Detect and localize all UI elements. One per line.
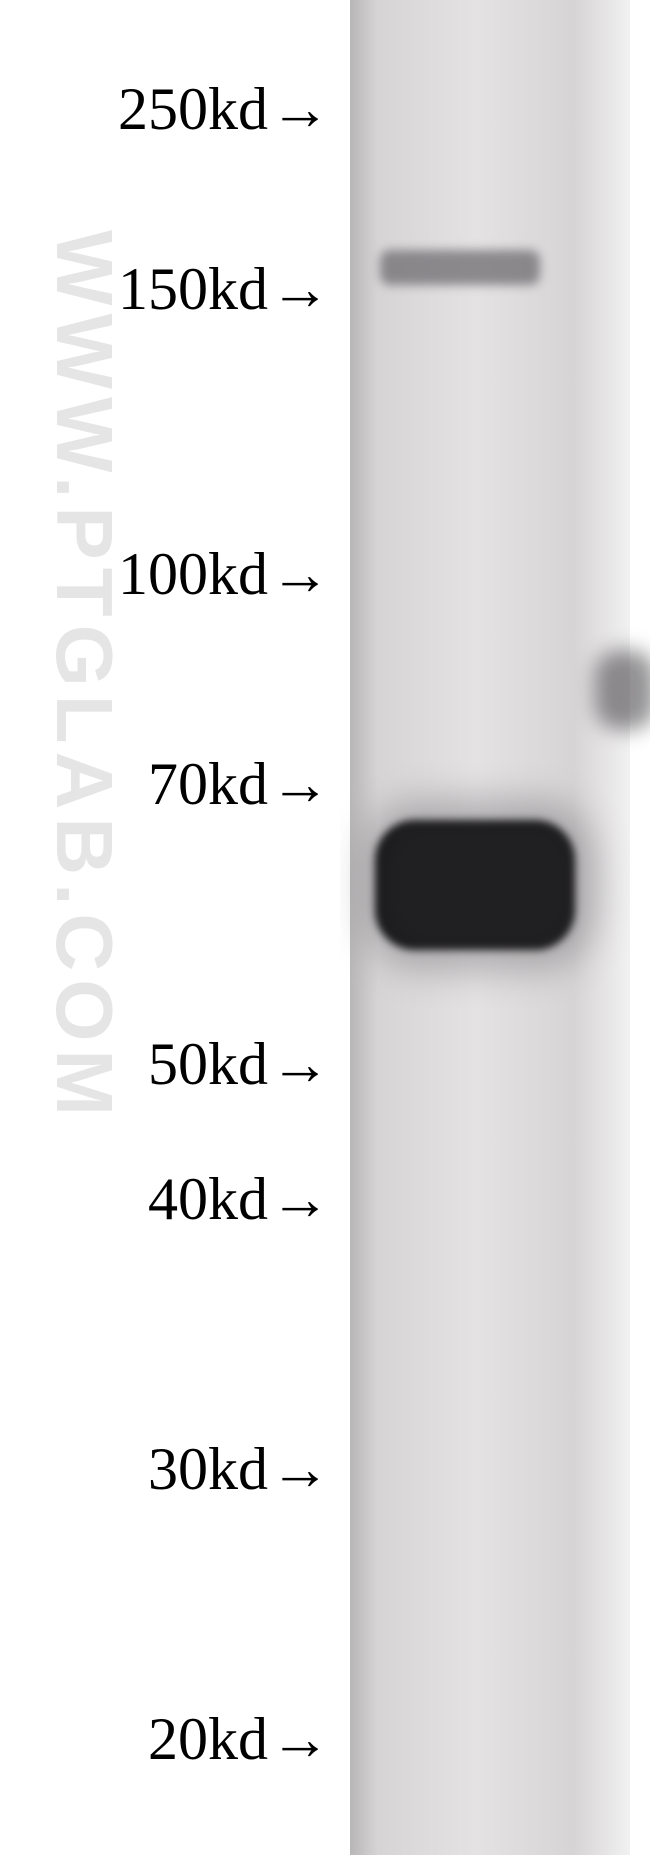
- blot-band: [380, 250, 540, 285]
- arrow-icon: →: [270, 1165, 330, 1234]
- marker-weight-text: 30kd: [148, 1435, 268, 1504]
- arrow-icon: →: [270, 540, 330, 609]
- blot-band: [595, 650, 650, 730]
- marker-weight-text: 250kd: [118, 75, 268, 144]
- marker-weight-text: 70kd: [148, 750, 268, 819]
- blot-band: [365, 800, 595, 970]
- arrow-icon: →: [270, 255, 330, 324]
- arrow-icon: →: [270, 75, 330, 144]
- marker-weight-text: 150kd: [118, 255, 268, 324]
- marker-weight-text: 20kd: [148, 1705, 268, 1774]
- marker-weight-text: 50kd: [148, 1030, 268, 1099]
- marker-label: 150kd→: [118, 255, 330, 324]
- arrow-icon: →: [270, 1030, 330, 1099]
- marker-label: 40kd→: [148, 1165, 330, 1234]
- marker-label-column: 250kd→150kd→100kd→70kd→50kd→40kd→30kd→20…: [0, 0, 340, 1855]
- marker-weight-text: 100kd: [118, 540, 268, 609]
- blot-lane: [350, 0, 630, 1855]
- marker-label: 70kd→: [148, 750, 330, 819]
- marker-weight-text: 40kd: [148, 1165, 268, 1234]
- marker-label: 100kd→: [118, 540, 330, 609]
- marker-label: 30kd→: [148, 1435, 330, 1504]
- blot-figure: 250kd→150kd→100kd→70kd→50kd→40kd→30kd→20…: [0, 0, 650, 1855]
- marker-label: 250kd→: [118, 75, 330, 144]
- marker-label: 20kd→: [148, 1705, 330, 1774]
- arrow-icon: →: [270, 1705, 330, 1774]
- arrow-icon: →: [270, 1435, 330, 1504]
- arrow-icon: →: [270, 750, 330, 819]
- marker-label: 50kd→: [148, 1030, 330, 1099]
